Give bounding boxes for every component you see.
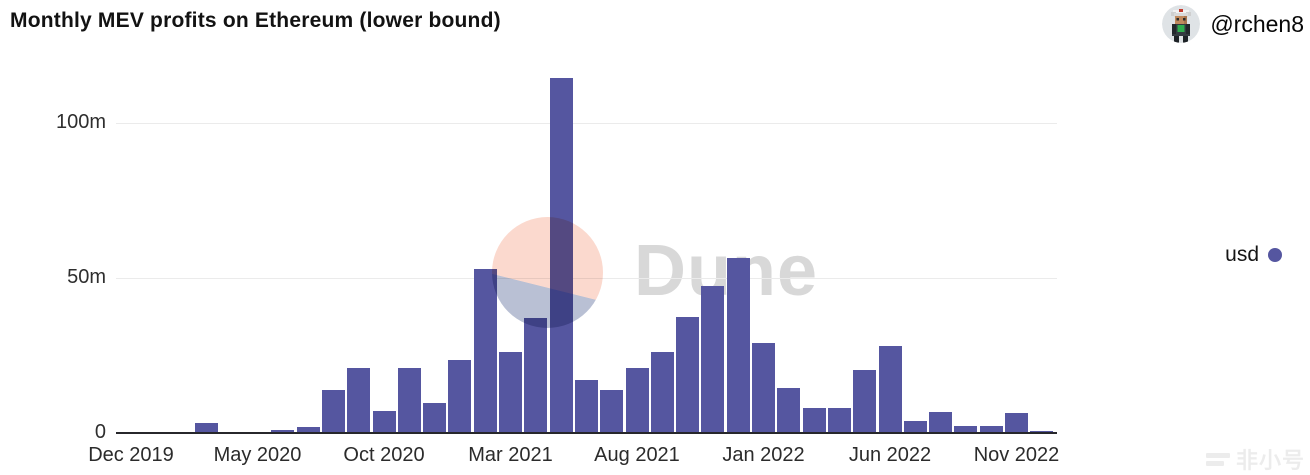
- feixiaohao-watermark-text: 非小号: [1235, 448, 1305, 473]
- bar-jun-2021[interactable]: [574, 380, 598, 433]
- bar-mar-2020[interactable]: [195, 423, 219, 433]
- bar-dec-2020[interactable]: [423, 402, 447, 433]
- x-tick-label-mar-2021: Mar 2021: [468, 444, 553, 466]
- legend-item-usd[interactable]: usd: [1225, 243, 1282, 267]
- user-badge[interactable]: @rchen8: [1162, 5, 1304, 43]
- bar-dec-2022[interactable]: [1030, 430, 1054, 433]
- bar-jul-2021[interactable]: [600, 389, 624, 433]
- dune-watermark-text: Dune: [634, 235, 818, 307]
- bar-apr-2022[interactable]: [827, 408, 851, 433]
- gridline-100m: [116, 123, 1057, 124]
- bar-dec-2021[interactable]: [726, 257, 750, 433]
- bar-jul-2022[interactable]: [903, 420, 927, 433]
- x-tick-label-jun-2022: Jun 2022: [848, 444, 932, 466]
- bar-nov-2022[interactable]: [1005, 412, 1028, 433]
- chart-title: Monthly MEV profits on Ethereum (lower b…: [10, 9, 501, 32]
- bar-jan-2021[interactable]: [448, 360, 472, 433]
- feixiaohao-watermark: 非小号: [1205, 443, 1305, 475]
- bar-sep-2020[interactable]: [347, 367, 371, 433]
- bar-jun-2022[interactable]: [878, 346, 902, 433]
- y-tick-label-100m: 100m: [55, 111, 106, 133]
- feixiaohao-logo-icon: [1205, 450, 1230, 469]
- y-tick-label-50m: 50m: [67, 266, 106, 288]
- bar-oct-2022[interactable]: [979, 425, 1003, 433]
- dune-watermark-logo-icon: [492, 217, 603, 328]
- bar-oct-2020[interactable]: [372, 411, 396, 433]
- avatar: [1162, 5, 1201, 43]
- bar-jun-2020[interactable]: [271, 429, 295, 433]
- bar-sep-2021[interactable]: [650, 352, 674, 433]
- bar-may-2022[interactable]: [853, 370, 877, 433]
- bar-aug-2022[interactable]: [929, 411, 953, 433]
- bar-jul-2020[interactable]: [296, 426, 320, 433]
- legend-swatch-icon: [1268, 248, 1282, 262]
- bar-mar-2021[interactable]: [499, 352, 522, 433]
- x-axis-line: [116, 432, 1057, 434]
- bar-nov-2021[interactable]: [701, 286, 725, 433]
- bar-oct-2021[interactable]: [676, 316, 700, 433]
- bar-feb-2022[interactable]: [777, 388, 801, 433]
- x-tick-label-aug-2021: Aug 2021: [594, 444, 680, 466]
- bar-aug-2020[interactable]: [321, 389, 345, 433]
- user-handle[interactable]: @rchen8: [1210, 10, 1304, 37]
- x-tick-label-oct-2020: Oct 2020: [343, 444, 425, 466]
- bar-jan-2022[interactable]: [752, 343, 775, 433]
- bar-sep-2022[interactable]: [954, 425, 978, 433]
- bar-mar-2022[interactable]: [802, 408, 826, 433]
- x-tick-label-nov-2022: Nov 2022: [973, 444, 1060, 466]
- x-tick-label-jan-2022: Jan 2022: [722, 444, 805, 466]
- bar-feb-2021[interactable]: [473, 268, 497, 433]
- x-tick-label-dec-2019: Dec 2019: [88, 444, 174, 466]
- legend-label: usd: [1225, 243, 1259, 266]
- bar-apr-2021[interactable]: [524, 318, 548, 433]
- x-tick-label-may-2020: May 2020: [213, 444, 302, 466]
- bar-aug-2021[interactable]: [625, 367, 649, 433]
- y-tick-label-0: 0: [94, 421, 106, 443]
- bar-nov-2020[interactable]: [397, 367, 421, 433]
